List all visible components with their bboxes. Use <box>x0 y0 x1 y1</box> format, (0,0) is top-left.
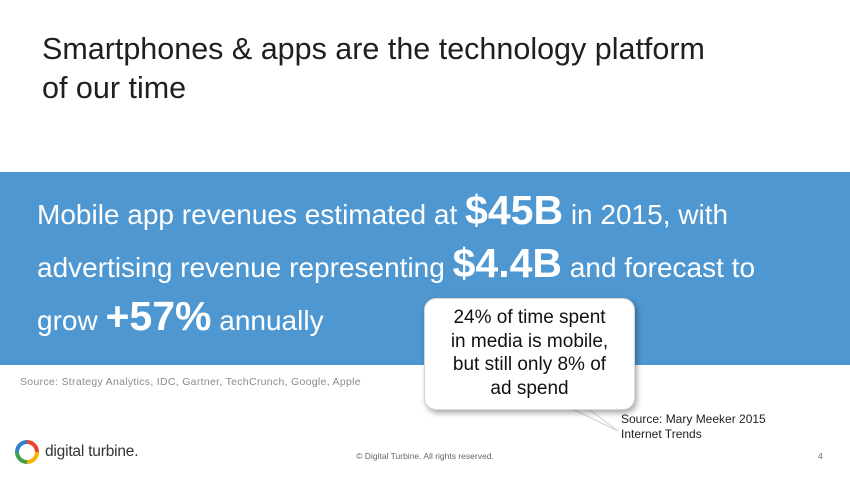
band-line-1-suffix: in 2015, with <box>563 199 729 230</box>
band-line-3-suffix: annually <box>211 305 324 336</box>
copyright-notice: © Digital Turbine. All rights reserved. <box>356 451 494 461</box>
callout-bubble: 24% of time spent in media is mobile, bu… <box>424 298 635 410</box>
band-line-2: advertising revenue representing $4.4B a… <box>37 239 827 292</box>
band-line-3: grow +57% annually <box>37 292 827 345</box>
title-line-1: Smartphones & apps are the technology pl… <box>42 32 705 66</box>
app-revenue-figure: $45B <box>465 187 564 233</box>
digital-turbine-ring-icon <box>15 440 39 464</box>
title-line-2: of our time <box>42 71 187 105</box>
callout-line-1: 24% of time spent <box>453 307 606 328</box>
source-note-left: Source: Strategy Analytics, IDC, Gartner… <box>20 376 361 388</box>
band-line-1: Mobile app revenues estimated at $45B in… <box>37 186 827 239</box>
band-line-2-prefix: advertising revenue representing <box>37 252 453 283</box>
band-line-2-suffix: and forecast to <box>562 252 756 283</box>
callout-line-3: but still only 8% of <box>452 354 607 375</box>
source-note-right: Source: Mary Meeker 2015 Internet Trends <box>621 412 766 442</box>
band-text: Mobile app revenues estimated at $45B in… <box>37 186 827 345</box>
slide-title: Smartphones & apps are the technology pl… <box>42 30 822 108</box>
source-right-line-1: Source: Mary Meeker 2015 <box>621 412 766 426</box>
ad-revenue-figure: $4.4B <box>452 240 563 286</box>
band-line-3-prefix: grow <box>37 305 106 336</box>
source-right-line-2: Internet Trends <box>621 427 702 441</box>
company-logo: digital turbine. <box>15 440 139 464</box>
growth-figure: +57% <box>105 293 212 339</box>
page-number: 4 <box>818 451 823 461</box>
callout-line-2: in media is mobile, <box>450 330 609 352</box>
callout-line-4: ad spend <box>490 377 569 399</box>
band-line-1-prefix: Mobile app revenues estimated at <box>37 199 466 230</box>
logo-text: digital turbine. <box>45 443 139 460</box>
